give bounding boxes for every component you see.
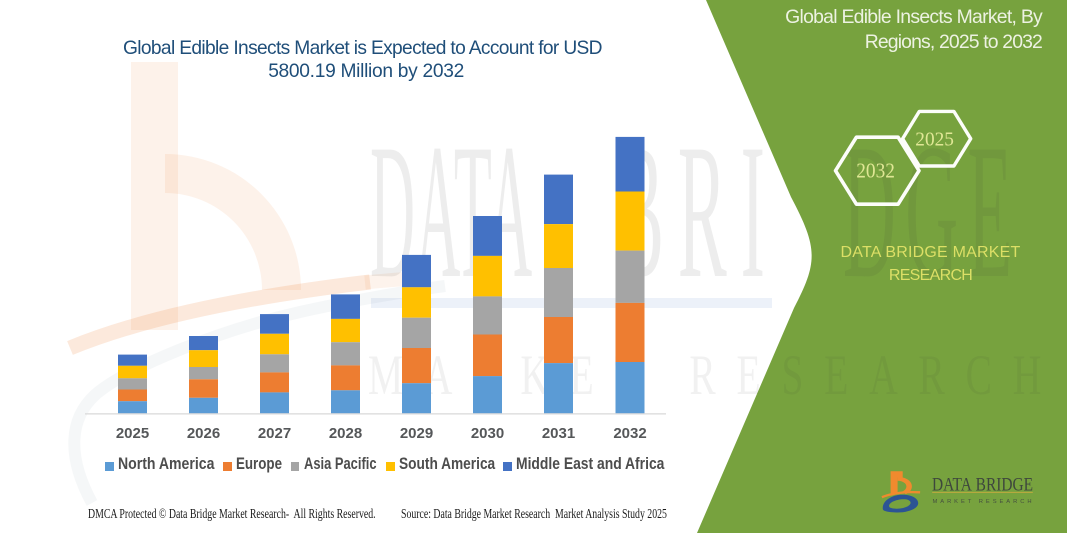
svg-text:2025: 2025: [915, 128, 954, 150]
svg-text:2032: 2032: [856, 159, 895, 183]
svg-text:MARKET RESEARCH: MARKET RESEARCH: [933, 499, 1032, 505]
svg-text:DATA BRIDGE: DATA BRIDGE: [932, 474, 1033, 495]
